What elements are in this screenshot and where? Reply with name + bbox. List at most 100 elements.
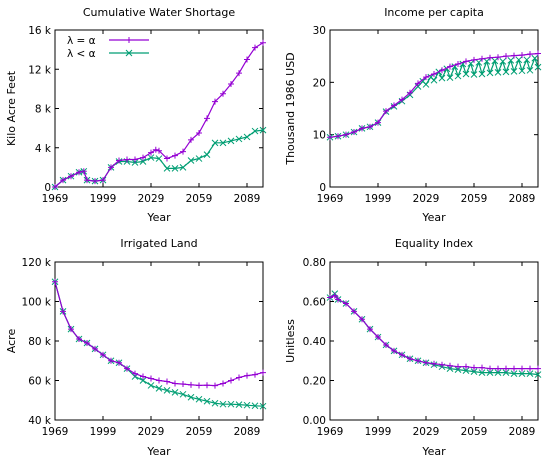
data-point <box>495 54 501 61</box>
data-point <box>470 71 478 78</box>
data-point <box>462 70 470 78</box>
data-point <box>331 292 338 299</box>
series-lambda-lt-alpha <box>326 54 542 141</box>
y-tick-label: 40 k <box>28 415 52 427</box>
data-point <box>494 69 502 76</box>
y-tick-label: 30 <box>313 25 326 37</box>
chart-title: Income per capita <box>384 6 484 19</box>
data-point <box>228 80 234 87</box>
data-point <box>414 83 422 90</box>
x-tick-label: 2029 <box>138 193 165 205</box>
data-point <box>228 377 234 384</box>
data-point <box>147 382 155 389</box>
data-point <box>535 50 541 57</box>
data-point <box>80 168 87 175</box>
data-point <box>431 70 437 77</box>
data-point <box>447 362 453 369</box>
x-tick-label: 1969 <box>317 193 344 205</box>
series-line <box>329 295 538 370</box>
data-point <box>430 76 438 84</box>
data-point <box>534 371 542 378</box>
data-point <box>116 157 122 164</box>
y-tick-label: 0 <box>44 182 51 194</box>
data-point <box>523 56 531 64</box>
x-axis-label: Year <box>421 445 446 458</box>
data-point <box>463 58 469 65</box>
x-tick-label: 2059 <box>186 426 213 438</box>
data-point <box>510 67 518 75</box>
data-point <box>251 402 259 410</box>
data-point <box>487 54 493 61</box>
data-point <box>243 133 251 141</box>
data-point <box>140 154 146 161</box>
data-point <box>187 157 195 164</box>
data-point <box>219 400 227 408</box>
data-point <box>335 133 341 140</box>
data-point <box>478 369 486 376</box>
data-point <box>375 119 381 126</box>
data-point <box>422 81 430 88</box>
data-point <box>502 68 510 76</box>
x-tick-label: 1969 <box>317 426 344 438</box>
x-tick-label: 2089 <box>509 426 536 438</box>
data-point <box>526 66 534 74</box>
data-point <box>507 56 515 64</box>
y-tick-label: 80 k <box>28 336 52 348</box>
data-point <box>68 173 74 180</box>
data-point <box>227 137 235 145</box>
legend-label: λ < α <box>67 48 96 60</box>
x-tick-label: 1969 <box>42 426 69 438</box>
data-point <box>236 374 242 381</box>
chart-panel-3: Irrigated Land 40 k 60 k 80 k 100 k 120 k 1969… <box>5 237 267 458</box>
data-point <box>84 177 90 184</box>
data-point <box>212 382 218 389</box>
x-axis-label: Year <box>421 211 446 224</box>
data-point <box>415 80 421 87</box>
data-point <box>527 51 533 58</box>
chart-title: Irrigated Land <box>120 237 197 250</box>
data-point <box>526 370 534 377</box>
data-point <box>139 158 147 165</box>
data-point <box>260 369 266 376</box>
x-tick-label: 2059 <box>186 193 213 205</box>
data-point <box>76 336 82 343</box>
y-axis-label: Acre <box>5 329 18 354</box>
y-tick-label: 0.40 <box>303 336 326 348</box>
data-point <box>494 369 502 376</box>
y-axis-label: Kilo Acre Feet <box>5 70 18 146</box>
data-point <box>196 382 202 389</box>
data-point <box>351 308 357 315</box>
y-tick-label: 20 <box>313 77 326 89</box>
data-point <box>479 55 485 62</box>
y-tick-label: 4 k <box>35 143 52 155</box>
data-point <box>108 357 114 364</box>
data-point <box>495 365 501 372</box>
data-point <box>259 402 267 410</box>
data-point <box>335 296 341 303</box>
data-point <box>515 56 523 64</box>
x-tick-label: 1999 <box>90 193 117 205</box>
data-point <box>171 388 179 396</box>
data-point <box>235 135 243 143</box>
data-point <box>163 165 171 172</box>
data-point <box>415 357 421 364</box>
data-point <box>327 134 333 141</box>
y-tick-label: 0.00 <box>303 415 326 427</box>
x-tick-label: 2059 <box>461 193 488 205</box>
x-tick-label: 1999 <box>90 426 117 438</box>
data-point <box>343 300 349 307</box>
x-axis-label: Year <box>146 211 171 224</box>
data-point <box>164 378 170 385</box>
data-point <box>367 123 373 130</box>
data-point <box>431 360 437 367</box>
data-point <box>52 184 58 190</box>
data-point <box>447 63 453 70</box>
data-point <box>60 177 66 184</box>
x-tick-label: 2089 <box>234 426 261 438</box>
data-point <box>195 395 203 403</box>
data-point <box>367 326 373 333</box>
data-point <box>454 72 462 80</box>
data-point <box>100 351 106 358</box>
data-point <box>132 370 138 377</box>
data-point <box>148 375 154 382</box>
